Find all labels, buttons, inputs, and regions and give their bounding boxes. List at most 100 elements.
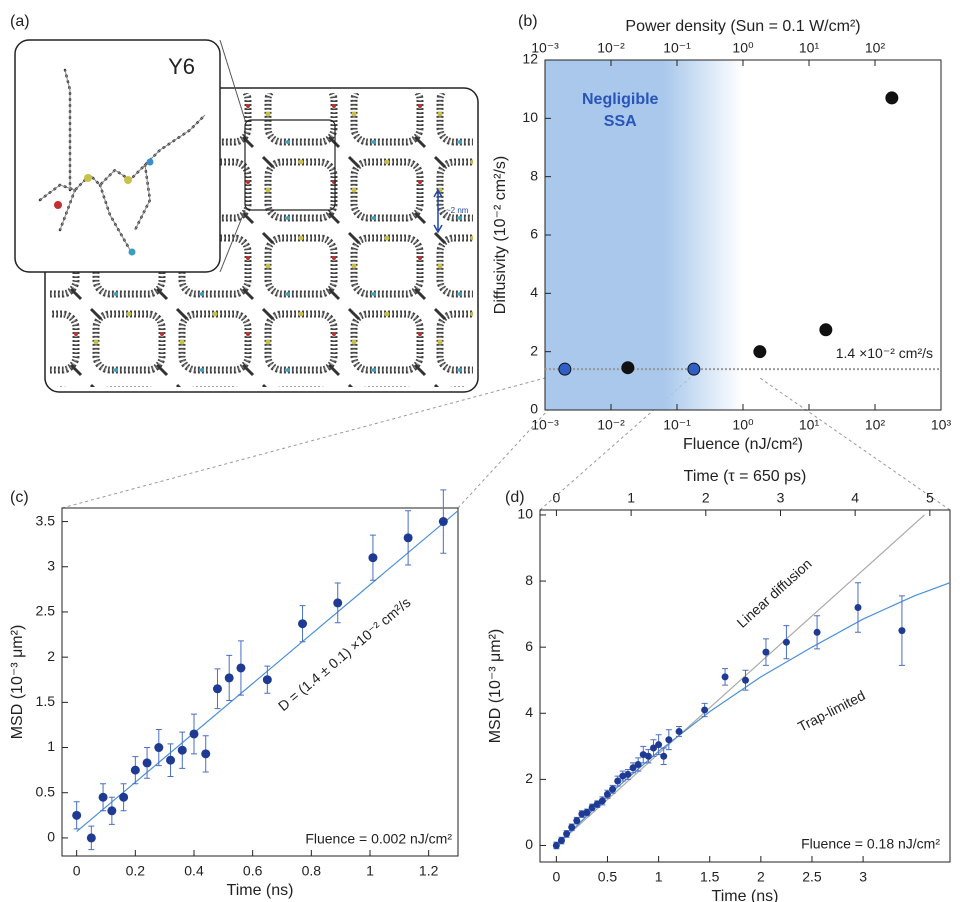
point <box>72 811 81 820</box>
panel-a: (a) ~2 nm Y6 <box>10 13 478 392</box>
x2-tick-label: 0 <box>553 490 561 506</box>
x2-axis-label: Power density (Sun = 0.1 W/cm²) <box>625 18 860 35</box>
point <box>119 793 128 802</box>
shade-label: SSA <box>604 113 637 130</box>
y-tick-label: 10 <box>522 109 538 125</box>
y-tick-label: 0.5 <box>36 783 56 799</box>
point <box>368 553 377 562</box>
point <box>604 791 611 798</box>
x-tick-label: 10² <box>865 417 886 433</box>
x2-tick-label: 5 <box>926 490 934 506</box>
x-axis-label: Time (ns) <box>712 888 779 902</box>
x-tick-label: 0.2 <box>126 863 146 879</box>
y-tick-label: 8 <box>525 572 533 588</box>
x-tick-label: 0 <box>552 869 560 885</box>
point <box>99 793 108 802</box>
y-tick-label: 10 <box>517 506 533 522</box>
annotation: D = (1.4 ± 0.1) ×10⁻² cm²/s <box>275 594 414 714</box>
point <box>665 736 672 743</box>
point <box>762 649 769 656</box>
x-tick-label: 0 <box>73 863 81 879</box>
inset-label: Y6 <box>168 54 195 79</box>
x-tick-label: 10⁻² <box>597 417 625 433</box>
scale-label: ~2 nm <box>446 206 469 215</box>
x2-axis-label: Time (τ = 650 ps) <box>684 468 807 485</box>
x-tick-label: 2 <box>757 869 765 885</box>
point <box>154 743 163 752</box>
point <box>660 753 667 760</box>
point <box>814 629 821 636</box>
point <box>190 729 199 738</box>
point <box>754 346 766 358</box>
point <box>333 598 342 607</box>
point <box>573 817 580 824</box>
point <box>201 749 210 758</box>
point <box>236 663 245 672</box>
point <box>107 806 116 815</box>
y-tick-label: 0 <box>525 836 533 852</box>
point <box>143 758 152 767</box>
x2-tick-label: 10¹ <box>799 40 820 56</box>
x-tick-label: 1 <box>655 869 663 885</box>
point <box>886 92 898 104</box>
panel-label: (c) <box>10 489 29 506</box>
point <box>722 673 729 680</box>
x-tick-label: 1.5 <box>700 869 720 885</box>
point <box>568 824 575 831</box>
point <box>609 786 616 793</box>
x2-tick-label: 10² <box>865 40 886 56</box>
y-tick-label: 6 <box>525 638 533 654</box>
y-tick-label: 0 <box>47 829 55 845</box>
point <box>166 756 175 765</box>
y-tick-label: 4 <box>530 284 538 300</box>
y-axis-label: Diffusivity (10⁻² cm²/s) <box>492 156 509 314</box>
y-tick-label: 2 <box>47 648 55 664</box>
x-tick-label: 0.4 <box>184 863 204 879</box>
y-tick-label: 4 <box>525 704 533 720</box>
x-tick-label: 10⁻³ <box>531 417 559 433</box>
y-tick-label: 2.5 <box>36 603 56 619</box>
point <box>676 728 683 735</box>
x-axis-label: Time (ns) <box>227 882 294 899</box>
x2-tick-label: 4 <box>851 490 859 506</box>
y-tick-label: 2 <box>525 770 533 786</box>
panel-label: (d) <box>505 489 525 506</box>
point <box>655 741 662 748</box>
y-tick-label: 2 <box>530 342 538 358</box>
point <box>558 837 565 844</box>
point <box>898 627 905 634</box>
x-tick-label: 0.6 <box>243 863 263 879</box>
figure: (a) ~2 nm Y6 NegligibleSSA10⁻³10⁻²10⁻¹10… <box>0 0 967 902</box>
fit-line <box>556 515 924 846</box>
point <box>131 766 140 775</box>
y-tick-label: 3 <box>47 557 55 573</box>
point <box>559 363 571 375</box>
x-tick-label: 0.8 <box>302 863 322 879</box>
y-tick-label: 3.5 <box>36 512 56 528</box>
reference-label: 1.4 ×10⁻² cm²/s <box>836 345 933 361</box>
point <box>624 771 631 778</box>
point <box>701 706 708 713</box>
y-tick-label: 6 <box>530 226 538 242</box>
point <box>783 639 790 646</box>
point <box>635 761 642 768</box>
annotation: Trap-limited <box>795 687 868 735</box>
annotation: Linear diffusion <box>734 555 815 630</box>
x-tick-label: 10³ <box>931 417 952 433</box>
point <box>688 363 700 375</box>
y-tick-label: 8 <box>530 167 538 183</box>
annotation: Fluence = 0.18 nJ/cm² <box>801 836 940 852</box>
x2-tick-label: 2 <box>702 490 710 506</box>
y-axis-label: MSD (10⁻³ μm²) <box>9 625 26 740</box>
annotation: Fluence = 0.002 nJ/cm² <box>305 831 452 847</box>
point <box>622 362 634 374</box>
y-axis-label: MSD (10⁻³ μm²) <box>487 629 504 744</box>
x-tick-label: 2.5 <box>802 869 822 885</box>
point <box>404 533 413 542</box>
point <box>225 673 234 682</box>
panel-label: (b) <box>518 13 538 30</box>
point <box>213 684 222 693</box>
point <box>263 675 272 684</box>
point <box>742 677 749 684</box>
x2-tick-label: 1 <box>627 490 635 506</box>
